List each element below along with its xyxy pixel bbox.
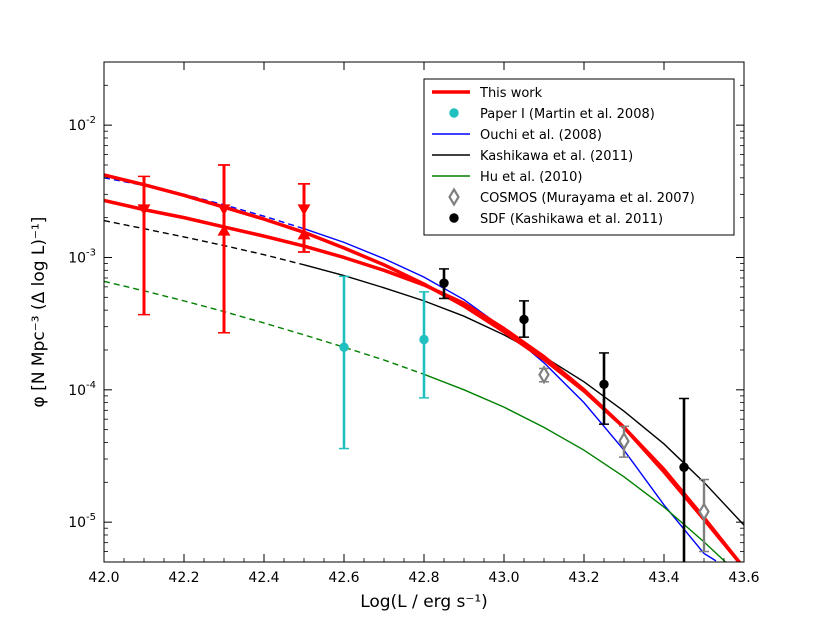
y-tick-exponent: -5 (86, 512, 96, 523)
y-tick-base: 10 (68, 515, 86, 531)
cosmos-murayama-et-al-2007-point-3 (698, 478, 710, 553)
legend-entry-paper-i-martin-et-al-2008: Paper I (Martin et al. 2008) (449, 107, 655, 122)
x-tick-label: 42.6 (328, 570, 359, 586)
y-axis-label: φ [N Mpc⁻³ (Δ log L)⁻¹] (29, 217, 49, 408)
x-tick-label: 42.0 (88, 570, 119, 586)
kashikawa-et-al-2011-dashed-line (104, 219, 305, 266)
paper-i-martin-et-al-2008-marker (419, 334, 429, 345)
this-work-curve-2 (104, 198, 742, 562)
this-work-marker (297, 228, 311, 240)
x-tick-label: 43.2 (568, 570, 599, 586)
this-work-marker (217, 224, 231, 236)
this-work-marker (137, 204, 151, 216)
sdf-kashikawa-et-al-2011-point-2 (519, 300, 529, 338)
legend-label: Ouchi et al. (2008) (480, 128, 602, 143)
legend-label: Hu et al. (2010) (480, 170, 582, 185)
x-tick-label: 43.0 (488, 570, 519, 586)
legend-label: This work (479, 86, 543, 101)
y-tick-base: 10 (68, 383, 86, 399)
legend-label: Kashikawa et al. (2011) (480, 149, 633, 164)
x-axis-label: Log(L / erg s⁻¹) (360, 592, 488, 612)
sdf-kashikawa-et-al-2011-marker (679, 462, 689, 472)
y-tick-label: 10-3 (68, 247, 96, 266)
this-work-point-1 (217, 164, 231, 334)
hu-et-al-2010-dashed-line (104, 280, 425, 375)
x-tick-label: 42.8 (408, 570, 439, 586)
sdf-kashikawa-et-al-2011-marker (439, 278, 449, 288)
cosmos-murayama-et-al-2007-point-1 (538, 365, 550, 385)
cosmos-murayama-et-al-2007-marker (698, 502, 710, 522)
legend-entry-kashikawa-et-al-2011: Kashikawa et al. (2011) (432, 149, 633, 164)
paper-i-martin-et-al-2008-point-2 (419, 291, 429, 399)
legend-entry-ouchi-et-al-2008: Ouchi et al. (2008) (432, 128, 602, 143)
y-tick-label: 10-2 (68, 115, 96, 134)
sdf-kashikawa-et-al-2011-marker (519, 314, 529, 325)
sdf-kashikawa-et-al-2011-point-4 (679, 397, 689, 562)
sdf-kashikawa-et-al-2011-point-3 (599, 352, 609, 425)
hu-et-al-2010-line (423, 373, 727, 562)
y-tick-label: 10-4 (68, 380, 96, 399)
y-tick-exponent: -3 (86, 247, 96, 258)
legend-label: SDF (Kashikawa et al. 2011) (480, 212, 663, 227)
legend-entry-hu-et-al-2010: Hu et al. (2010) (432, 170, 582, 185)
x-tick-label: 42.4 (248, 570, 279, 586)
legend-marker-swatch (448, 187, 460, 207)
y-tick-exponent: -4 (86, 380, 96, 391)
x-tick-label: 43.4 (648, 570, 679, 586)
cosmos-murayama-et-al-2007-point-2 (618, 425, 630, 458)
legend-marker-swatch (449, 108, 459, 118)
ouchi-et-al-2008-line (303, 228, 717, 562)
y-tick-label: 10-5 (68, 512, 96, 531)
legend-entry-cosmos-murayama-et-al-2007: COSMOS (Murayama et al. 2007) (448, 187, 695, 207)
legend-label: Paper I (Martin et al. 2008) (480, 107, 655, 122)
cosmos-murayama-et-al-2007-marker (618, 431, 630, 451)
legend-marker-swatch (449, 213, 459, 223)
this-work-point-1 (137, 175, 151, 316)
x-tick-label: 43.6 (728, 570, 759, 586)
sdf-kashikawa-et-al-2011-point-1 (439, 268, 449, 300)
x-tick-label: 42.2 (168, 570, 199, 586)
legend-entry-sdf-kashikawa-et-al-2011: SDF (Kashikawa et al. 2011) (449, 212, 663, 227)
legend-box (423, 78, 735, 236)
cosmos-murayama-et-al-2007-marker (538, 365, 550, 385)
legend-label: COSMOS (Murayama et al. 2007) (480, 191, 695, 206)
y-tick-base: 10 (68, 250, 86, 266)
y-tick-exponent: -2 (86, 115, 96, 126)
legend: This work Paper I (Martin et al. 2008) Ouc… (423, 78, 735, 236)
legend-entry-this-work: This work (432, 86, 543, 101)
paper-i-martin-et-al-2008-point-1 (339, 275, 349, 450)
paper-i-martin-et-al-2008-marker (339, 342, 349, 352)
this-work-point-2 (297, 183, 311, 253)
plot-data (104, 164, 744, 562)
sdf-kashikawa-et-al-2011-marker (599, 379, 609, 390)
y-tick-base: 10 (68, 118, 86, 134)
axis-ticks: 42.0 42.2 42.4 42.6 42.8 43.0 43.2 43.4 43.610-5… (68, 61, 760, 586)
